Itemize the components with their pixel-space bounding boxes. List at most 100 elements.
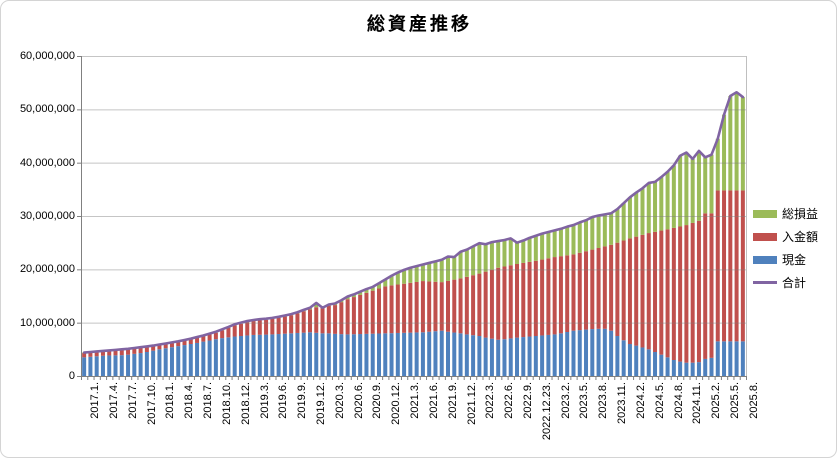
deposit-bar xyxy=(195,337,200,343)
x-axis-tick-label: 2017.1. xyxy=(89,382,102,419)
deposit-bar xyxy=(326,305,331,334)
deposit-bar xyxy=(678,226,683,362)
profit-bar xyxy=(653,181,658,232)
x-axis-tick-label: 2021.9. xyxy=(446,382,459,419)
deposit-bar xyxy=(132,348,137,354)
cash-bar xyxy=(577,330,582,376)
cash-bar xyxy=(169,347,174,376)
cash-bar xyxy=(489,338,494,376)
deposit-bar xyxy=(358,294,363,335)
deposit-bar xyxy=(377,288,381,334)
cash-bar xyxy=(282,333,287,376)
deposit-bar xyxy=(452,279,457,333)
deposit-bar xyxy=(307,309,312,333)
deposit-bar xyxy=(163,344,168,349)
deposit-bar xyxy=(590,249,595,330)
x-axis-tick-label: 2019.9. xyxy=(296,382,309,419)
y-axis-tick-label: 30,000,000 xyxy=(19,210,75,222)
cash-bar xyxy=(471,335,476,376)
legend-label: 入金額 xyxy=(782,230,819,244)
deposit-bar xyxy=(182,340,187,346)
total-line xyxy=(82,90,745,354)
deposit-bar xyxy=(420,281,425,333)
profit-bar xyxy=(621,203,626,241)
deposit-bar xyxy=(615,242,620,336)
cash-bar xyxy=(307,332,312,376)
cash-bar xyxy=(458,333,463,376)
deposit-bar xyxy=(584,251,589,330)
deposit-bar xyxy=(276,317,281,335)
x-axis-tick-label: 2018.7. xyxy=(202,382,215,419)
x-axis-tick-label: 2020.9. xyxy=(371,382,384,419)
deposit-bar xyxy=(201,336,206,342)
deposit-bar xyxy=(728,190,733,342)
blue-box-swatch xyxy=(753,255,777,264)
deposit-bar xyxy=(295,313,300,333)
deposit-bar xyxy=(339,302,344,335)
cash-bar xyxy=(590,329,595,376)
x-axis-tick-label: 2022.3. xyxy=(484,382,497,419)
profit-bar xyxy=(420,264,425,282)
deposit-bar xyxy=(646,233,651,350)
profit-bar xyxy=(414,266,419,282)
cash-bar xyxy=(251,334,256,376)
x-axis-tick-label: 2018.12. xyxy=(239,382,252,425)
profit-bar xyxy=(508,238,513,266)
cash-bar xyxy=(671,360,676,376)
profit-bar xyxy=(696,150,701,221)
deposit-bar xyxy=(188,339,193,344)
deposit-bar xyxy=(301,311,306,333)
cash-bar xyxy=(201,341,206,376)
legend-item: 現金 xyxy=(753,248,818,271)
deposit-bar xyxy=(395,284,400,333)
x-axis-tick-label: 2025.8. xyxy=(747,382,760,419)
y-axis-tick-label: 40,000,000 xyxy=(19,156,75,169)
deposit-bar xyxy=(107,350,112,356)
deposit-bar xyxy=(515,264,520,338)
profit-bar xyxy=(703,157,708,214)
deposit-bar xyxy=(351,297,356,335)
cash-bar xyxy=(734,341,739,376)
x-axis-tick-label: 2024.8. xyxy=(672,382,685,419)
x-axis-tick-label: 2021.6. xyxy=(427,382,440,419)
deposit-bar xyxy=(458,278,463,334)
cash-bar xyxy=(213,339,218,376)
x-axis-tick-label: 2023.2. xyxy=(559,382,572,419)
deposit-bar xyxy=(464,276,469,335)
cash-bar xyxy=(552,334,557,376)
profit-bar xyxy=(722,114,727,191)
profit-bar xyxy=(558,228,563,257)
deposit-bar xyxy=(684,225,689,363)
profit-bar xyxy=(734,92,739,191)
cash-bar xyxy=(82,357,87,376)
deposit-bar xyxy=(602,246,607,329)
legend-item: 総損益 xyxy=(753,202,818,225)
profit-bar xyxy=(715,138,720,191)
profit-bar xyxy=(740,97,745,191)
cash-bar xyxy=(238,336,243,376)
deposit-bar xyxy=(94,352,99,357)
cash-bar xyxy=(226,337,231,376)
x-axis-tick-label: 2023.8. xyxy=(597,382,610,419)
deposit-bar xyxy=(383,286,388,334)
profit-bar xyxy=(358,291,363,295)
deposit-bar xyxy=(558,256,563,334)
x-axis-tick-label: 2018.10. xyxy=(220,382,233,425)
x-axis-tick-label: 2018.1. xyxy=(164,382,177,419)
deposit-bar xyxy=(734,190,739,342)
cash-bar xyxy=(703,358,708,376)
x-axis-tick-label: 2020.12. xyxy=(390,382,403,425)
cash-bar xyxy=(684,362,689,376)
profit-bar xyxy=(596,215,601,248)
cash-bar xyxy=(333,333,338,376)
cash-bar xyxy=(715,341,720,376)
deposit-bar xyxy=(126,349,131,355)
y-axis-tick-label: 50,000,000 xyxy=(19,103,75,116)
cash-bar xyxy=(508,338,513,376)
cash-bar xyxy=(546,334,551,376)
profit-bar xyxy=(640,188,645,235)
profit-bar xyxy=(546,232,551,259)
cash-bar xyxy=(232,336,237,376)
cash-bar xyxy=(383,333,388,376)
deposit-bar xyxy=(333,305,338,334)
